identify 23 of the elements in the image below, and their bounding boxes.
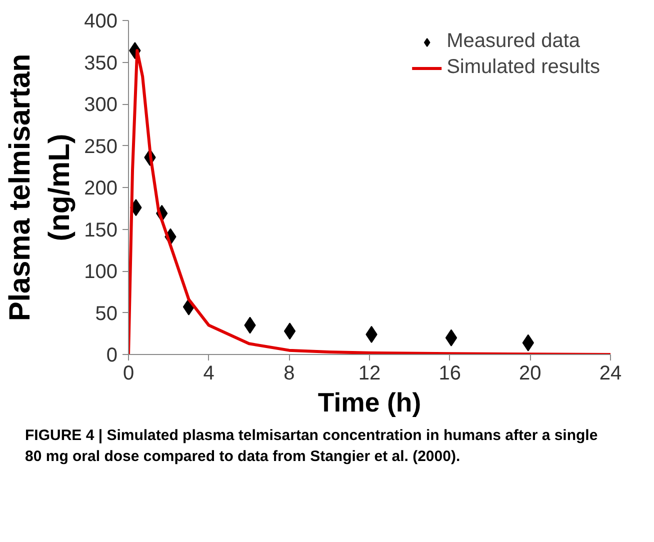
- y-tick-label: 400: [84, 10, 118, 32]
- y-tick-label: 50: [95, 302, 118, 325]
- y-tick-label: 250: [84, 136, 118, 158]
- y-tick-label: 200: [84, 178, 118, 200]
- y-tick-label: 0: [106, 344, 118, 366]
- legend-label: Measured data: [446, 30, 580, 53]
- x-tick-label: 24: [599, 362, 622, 384]
- caption: FIGURE 4 | Simulated plasma telmisartan concentration in humans after a single 80 mg oral dose compared to data from Stangier et al. (2000).: [25, 426, 599, 467]
- x-axis-title: Time (h): [318, 388, 422, 418]
- x-tick-label: 16: [438, 362, 461, 384]
- x-tick-label: 12: [358, 362, 381, 384]
- legend-label: Simulated results: [446, 56, 600, 79]
- y-tick-label: 150: [84, 219, 118, 242]
- point: [284, 322, 296, 340]
- y-tick-label: 300: [84, 94, 118, 116]
- y-tick-label: 100: [84, 261, 118, 283]
- x-tick-label: 20: [519, 362, 542, 384]
- x-tick-label: 0: [122, 362, 134, 384]
- y-axis-title: Plasma telmisartan (ng/mL): [4, 54, 76, 322]
- x-tick-label: 8: [284, 362, 295, 384]
- x-tick-label: 4: [203, 362, 214, 384]
- y-tick-label: 350: [84, 52, 118, 74]
- point: [445, 329, 458, 346]
